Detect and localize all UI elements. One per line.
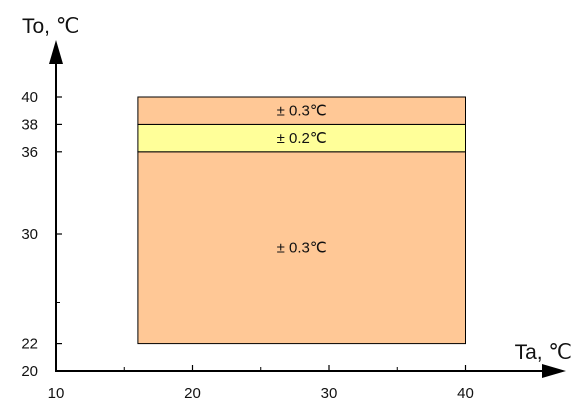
x-tick-label-40: 40 xyxy=(457,385,474,402)
region-label-2: ± 0.3℃ xyxy=(277,103,327,120)
y-tick-label-30: 30 xyxy=(21,226,38,243)
region-2 xyxy=(137,96,466,125)
ticks: 10 20 30 40 20 22 30 36 38 40 xyxy=(21,89,474,402)
y-axis-arrow xyxy=(49,40,63,64)
y-tick-label-36: 36 xyxy=(21,144,38,161)
x-tick-label-30: 30 xyxy=(321,385,338,402)
x-axis-title: Ta, ℃ xyxy=(515,341,572,364)
y-tick-label-22: 22 xyxy=(21,336,38,353)
y-axis-title: To, ℃ xyxy=(22,15,79,38)
y-tick-label-20: 20 xyxy=(21,363,38,380)
x-axis-arrow xyxy=(542,364,566,378)
y-tick-label-38: 38 xyxy=(21,116,38,133)
region-label-0: ± 0.3℃ xyxy=(277,240,327,257)
region-1 xyxy=(137,123,466,153)
x-tick-label-20: 20 xyxy=(184,385,201,402)
x-tick-label-10: 10 xyxy=(48,385,65,402)
region-label-1: ± 0.2℃ xyxy=(277,130,327,147)
region-0 xyxy=(137,151,466,345)
y-tick-label-40: 40 xyxy=(21,89,38,106)
regions: ± 0.3℃ ± 0.2℃ ± 0.3℃ xyxy=(137,96,466,345)
axes xyxy=(49,40,566,378)
